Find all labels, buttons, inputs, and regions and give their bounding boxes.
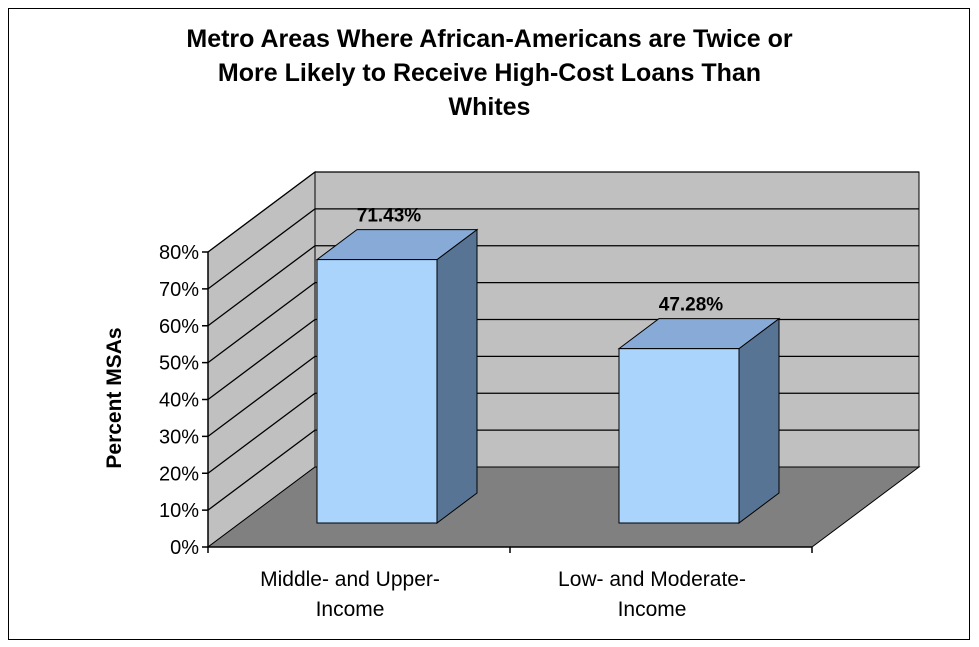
chart-labels: Percent MSAs 71.43% Middle- and Upper- Inco…	[103, 206, 746, 621]
gridline-side-4	[207, 318, 316, 401]
x-tick-label-0-1: Income	[316, 598, 385, 621]
gridline-side-1	[207, 429, 316, 511]
x-tick-label-0-0: Middle- and Upper-	[260, 568, 440, 591]
chart-walls	[206, 171, 921, 548]
y-axis-title: Percent MSAs	[103, 327, 126, 468]
y-tick-label-8: 80%	[159, 242, 199, 264]
data-label-1: 47.28%	[659, 295, 724, 316]
x-tick-label-1-0: Low- and Moderate-	[558, 568, 746, 591]
gridline-side-2	[207, 392, 316, 474]
y-tick-label-7: 70%	[159, 279, 199, 301]
axes: 0% 10% 20% 30% 40% 50% 60% 70% 80%	[159, 242, 813, 559]
chart-title-line-2: More Likely to Receive High-Cost Loans T…	[217, 59, 762, 87]
data-label-0: 71.43%	[357, 206, 422, 227]
y-tick-label-2: 20%	[159, 463, 199, 485]
gridline-side-3	[207, 355, 316, 437]
gridline-side-8	[207, 171, 316, 253]
chart-title-line-1: Metro Areas Where African-Americans are …	[186, 25, 793, 53]
bar-side-1	[738, 317, 780, 524]
chart-title: Metro Areas Where African-Americans are …	[0, 22, 979, 124]
gridline-side-7	[207, 208, 316, 290]
x-tick-label-1-1: Income	[618, 598, 687, 621]
floor	[206, 466, 921, 548]
bar-0	[316, 259, 438, 524]
bars	[315, 228, 781, 524]
y-tick-label-3: 30%	[159, 426, 199, 448]
bar-1	[618, 348, 740, 524]
y-tick-label-0: 0%	[170, 537, 199, 559]
y-tick-label-1: 10%	[159, 500, 199, 522]
chart-title-line-3: Whites	[448, 93, 531, 121]
y-tick-label-4: 40%	[159, 390, 199, 412]
y-tick-label-6: 60%	[159, 316, 199, 338]
bar-side-0	[436, 228, 478, 524]
gridline-side-6	[207, 245, 316, 327]
y-tick-label-5: 50%	[159, 353, 199, 375]
gridline-side-5	[207, 282, 316, 364]
